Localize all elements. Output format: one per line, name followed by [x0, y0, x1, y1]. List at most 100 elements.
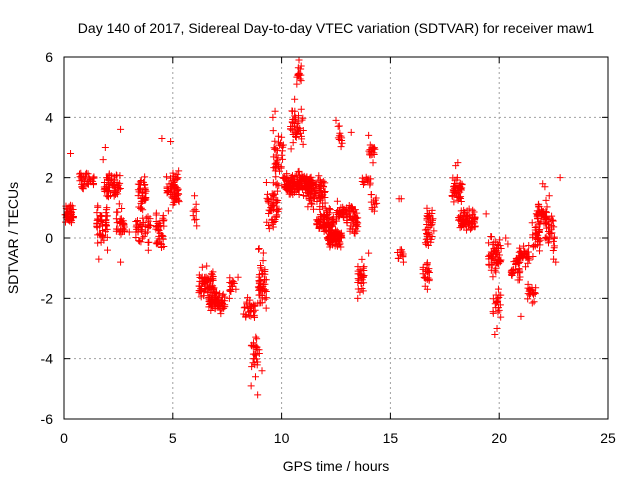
data-point: [249, 339, 257, 347]
data-point: [423, 204, 431, 212]
axis-ticks: [63, 56, 609, 420]
data-point: [422, 274, 430, 282]
data-point: [77, 174, 85, 182]
data-point: [269, 127, 277, 135]
data-point: [534, 218, 542, 226]
data-point: [428, 206, 436, 214]
data-point: [110, 180, 118, 188]
data-point: [310, 205, 317, 213]
y-tick-label: 4: [45, 109, 53, 125]
data-point: [167, 137, 175, 145]
data-point: [269, 113, 277, 121]
data-point: [193, 222, 201, 230]
data-point: [507, 271, 515, 279]
data-point: [462, 213, 470, 221]
data-point: [531, 234, 539, 242]
data-point: [191, 216, 199, 224]
y-tick-labels: -6 -4 -2 0 2 4 6: [41, 49, 54, 427]
data-point: [204, 275, 212, 283]
data-point: [366, 149, 374, 157]
data-point: [274, 132, 282, 140]
data-point: [116, 172, 124, 180]
data-point: [492, 255, 500, 263]
data-point: [283, 170, 291, 178]
data-point: [87, 178, 95, 186]
data-point: [425, 213, 433, 221]
data-point: [198, 263, 206, 271]
data-point: [272, 145, 280, 153]
data-point: [337, 132, 345, 140]
data-point: [351, 206, 359, 214]
data-point: [141, 229, 149, 237]
data-point: [102, 220, 110, 228]
data-point: [399, 258, 407, 266]
data-point: [424, 268, 432, 276]
data-point: [425, 277, 433, 285]
data-point: [545, 233, 553, 241]
data-point: [97, 231, 105, 239]
data-point: [491, 266, 499, 274]
data-point: [367, 198, 375, 206]
data-point: [120, 221, 128, 229]
data-point: [492, 299, 500, 307]
data-point: [113, 208, 121, 216]
data-point: [334, 122, 342, 130]
data-point: [136, 184, 144, 192]
data-point: [541, 214, 549, 222]
data-point: [196, 274, 204, 282]
data-point: [144, 239, 152, 247]
data-point: [297, 105, 305, 113]
data-point: [241, 303, 249, 311]
data-point: [510, 265, 518, 273]
data-point: [195, 286, 203, 294]
data-point: [327, 227, 335, 235]
data-point: [208, 283, 216, 291]
data-point: [153, 240, 161, 248]
data-point: [135, 203, 143, 211]
data-point: [318, 221, 326, 229]
data-point: [457, 198, 465, 206]
data-point: [352, 225, 360, 233]
data-point: [191, 206, 199, 214]
x-tick-label: 15: [383, 430, 399, 446]
data-point: [169, 194, 177, 202]
data-point: [516, 244, 524, 252]
data-point: [251, 373, 259, 381]
data-point: [542, 196, 550, 204]
data-point: [458, 220, 466, 228]
data-point: [294, 186, 302, 194]
data-point: [104, 188, 112, 196]
x-tick-labels: 0 5 10 15 20 25: [60, 430, 616, 446]
data-point: [271, 167, 279, 175]
data-point: [99, 232, 107, 240]
data-point: [524, 280, 532, 288]
data-point: [526, 286, 534, 294]
data-point: [482, 210, 490, 218]
data-point: [270, 153, 278, 161]
data-point: [255, 244, 263, 252]
data-point: [358, 174, 366, 182]
data-point: [256, 299, 264, 307]
data-point: [328, 232, 336, 240]
data-point: [139, 214, 147, 222]
data-point: [67, 213, 75, 221]
data-point: [240, 304, 248, 312]
data-point: [251, 306, 259, 314]
data-point: [272, 206, 280, 214]
data-point: [549, 217, 557, 225]
data-point: [549, 237, 557, 245]
data-point: [468, 223, 476, 231]
data-point: [93, 209, 101, 217]
data-point: [550, 255, 558, 263]
data-point: [463, 226, 471, 234]
data-point: [192, 215, 200, 223]
data-point: [259, 249, 267, 257]
data-point: [152, 209, 160, 217]
data-point: [428, 232, 436, 240]
data-point: [531, 241, 539, 249]
data-point: [460, 209, 468, 217]
data-point: [164, 187, 172, 195]
data-point: [94, 202, 102, 210]
data-point: [257, 276, 265, 284]
data-point: [358, 255, 366, 263]
